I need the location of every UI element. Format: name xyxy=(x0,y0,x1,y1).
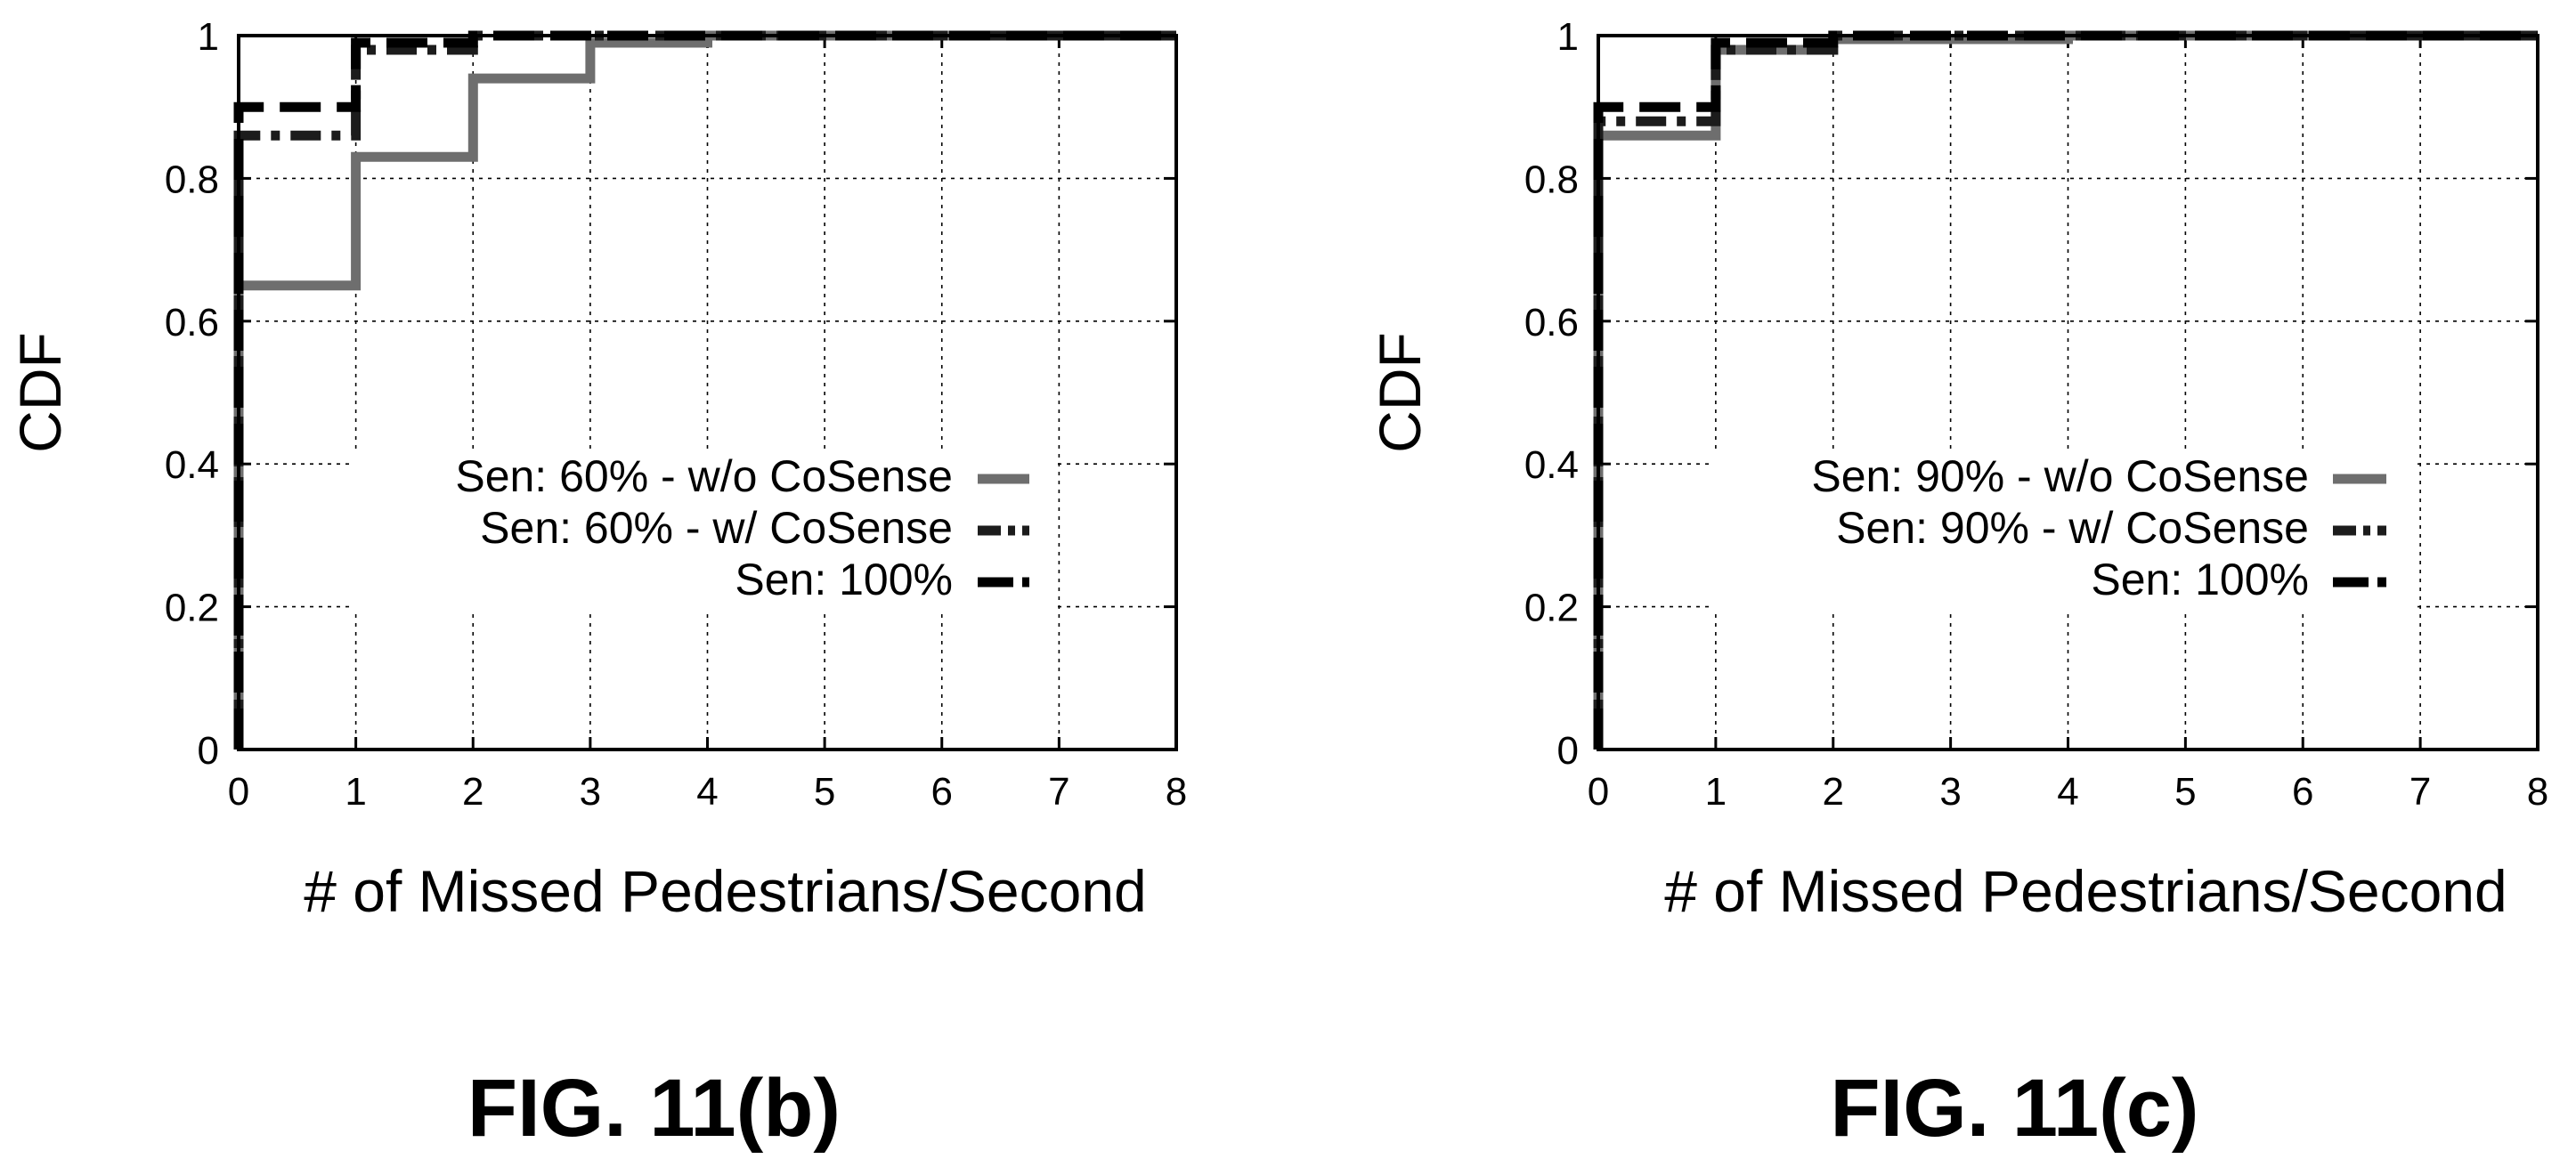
y-axis-label: CDF xyxy=(1367,332,1433,453)
y-tick-label: 0.6 xyxy=(165,301,219,344)
chart-fig-11c: 0 1 2 3 4 5 6 7 8 0 0.2 0.4 0.6 0.8 1 Sen: 90% - w/o Co… xyxy=(1367,15,2548,1154)
chart-fig-11b: 0 1 2 3 4 5 6 7 8 0 0.2 0.4 0.6 0.8 1 Sen: 60% - w/o Co… xyxy=(7,15,1187,1154)
y-tick-label: 0.2 xyxy=(1524,587,1579,630)
x-tick-label: 4 xyxy=(2057,770,2078,814)
x-tick-label: 7 xyxy=(1048,770,1069,814)
x-tick-label: 7 xyxy=(2409,770,2431,814)
x-tick-label: 2 xyxy=(462,770,484,814)
y-tick-label: 1 xyxy=(198,15,219,59)
x-tick-label: 3 xyxy=(580,770,601,814)
x-tick-label: 6 xyxy=(931,770,953,814)
legend-label: Sen: 100% xyxy=(2091,555,2309,604)
x-axis-label: # of Missed Pedestrians/Second xyxy=(1664,858,2507,924)
y-tick-label: 0.2 xyxy=(165,587,219,630)
y-tick-label: 0 xyxy=(198,729,219,773)
legend-label: Sen: 60% - w/ CoSense xyxy=(480,503,953,553)
series-line-0 xyxy=(233,30,1176,750)
y-tick-label: 0 xyxy=(1557,729,1579,773)
legend-background xyxy=(349,450,1056,614)
figure-caption: FIG. 11(b) xyxy=(467,1063,841,1154)
grid xyxy=(239,36,1176,750)
legend-label: Sen: 90% - w/o CoSense xyxy=(1811,451,2309,501)
x-axis-label: # of Missed Pedestrians/Second xyxy=(304,858,1147,924)
legend-background xyxy=(1710,450,2413,614)
y-axis-label: CDF xyxy=(7,332,73,453)
legend-label: Sen: 90% - w/ CoSense xyxy=(1836,503,2309,553)
legend-label: Sen: 60% - w/o CoSense xyxy=(455,451,953,501)
y-tick-label: 0.8 xyxy=(1524,158,1579,201)
plot-frame xyxy=(1597,34,2539,751)
figure-caption: FIG. 11(c) xyxy=(1830,1063,2198,1154)
x-tick-label: 6 xyxy=(2292,770,2313,814)
y-tick-label: 0.4 xyxy=(1524,443,1579,487)
x-tick-label: 2 xyxy=(1823,770,1844,814)
x-tick-label: 5 xyxy=(2174,770,2196,814)
grid xyxy=(1598,36,2538,750)
x-tick-label: 1 xyxy=(345,770,366,814)
x-tick-label: 8 xyxy=(1166,770,1187,814)
y-tick-label: 0.6 xyxy=(1524,301,1579,344)
x-tick-label: 1 xyxy=(1705,770,1727,814)
plot-frame xyxy=(237,34,1178,751)
x-tick-label: 3 xyxy=(1939,770,1961,814)
y-tick-label: 0.4 xyxy=(165,443,219,487)
x-tick-label: 5 xyxy=(814,770,835,814)
x-tick-label: 8 xyxy=(2527,770,2548,814)
legend-label: Sen: 100% xyxy=(735,555,953,604)
y-tick-label: 0.8 xyxy=(165,158,219,201)
x-tick-label: 4 xyxy=(696,770,718,814)
x-tick-label: 0 xyxy=(1588,770,1609,814)
x-tick-label: 0 xyxy=(228,770,249,814)
y-tick-label: 1 xyxy=(1557,15,1579,59)
